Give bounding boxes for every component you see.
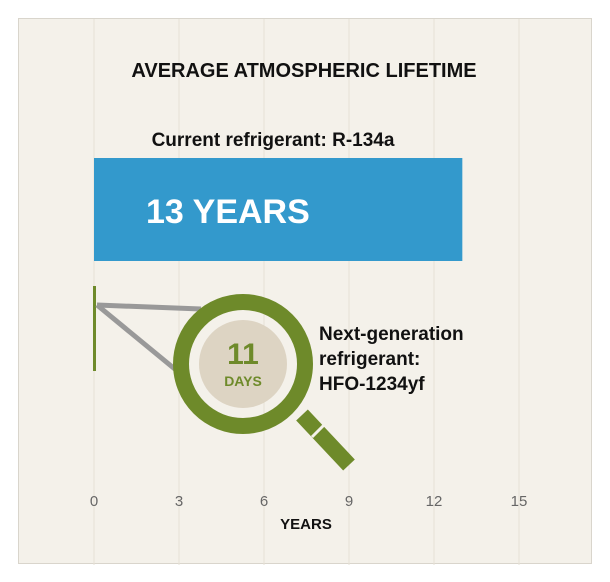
magnifier-lens-ring	[173, 294, 313, 434]
chart-svg: AVERAGE ATMOSPHERIC LIFETIME Current ref…	[90, 19, 528, 565]
x-tick-label-3: 3	[175, 493, 183, 510]
bar-hfo1234yf	[93, 286, 96, 371]
chart-title: AVERAGE ATMOSPHERIC LIFETIME	[131, 60, 476, 82]
pointer-line-upper	[96, 302, 202, 312]
bar-2-series-label-line-2: refrigerant:	[319, 349, 420, 370]
bar-1-series-label: Current refrigerant: R-134a	[152, 130, 395, 151]
chart-frame: AVERAGE ATMOSPHERIC LIFETIME Current ref…	[18, 18, 592, 565]
bar-2-series-label-line-1: Next-generation	[319, 324, 464, 345]
x-tick-label-12: 12	[426, 493, 443, 510]
x-axis-ticks: 0 3 6 9 12 15	[90, 493, 528, 510]
bar-r134a	[94, 158, 463, 261]
x-tick-label-9: 9	[345, 493, 353, 510]
bar-1-value-label: 13 YEARS	[146, 193, 310, 231]
days-value-unit: DAYS	[224, 373, 262, 389]
days-value-number: 11	[227, 338, 259, 371]
x-tick-label-6: 6	[260, 493, 268, 510]
x-tick-label-0: 0	[90, 493, 98, 510]
gridlines	[93, 19, 520, 565]
x-tick-label-15: 15	[511, 493, 528, 510]
bar-2-series-label-line-3: HFO-1234yf	[319, 374, 425, 395]
magnifier-handle	[296, 409, 355, 471]
pointer-line-lower	[95, 303, 178, 372]
magnifier-icon	[173, 294, 355, 471]
x-axis-title: YEARS	[280, 516, 332, 533]
magnifier-handle-notch	[310, 423, 326, 439]
magnifier-lens-disc	[199, 320, 287, 408]
